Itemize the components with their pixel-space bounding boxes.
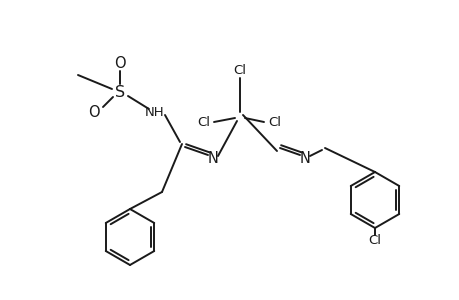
Text: N: N <box>299 151 310 166</box>
Text: Cl: Cl <box>233 64 246 76</box>
Text: O: O <box>114 56 126 70</box>
Text: Cl: Cl <box>196 116 210 128</box>
Text: Cl: Cl <box>268 116 280 128</box>
Text: N: N <box>207 151 218 166</box>
Text: S: S <box>115 85 125 100</box>
Text: O: O <box>88 104 100 119</box>
Text: NH: NH <box>145 106 164 118</box>
Text: Cl: Cl <box>368 233 381 247</box>
